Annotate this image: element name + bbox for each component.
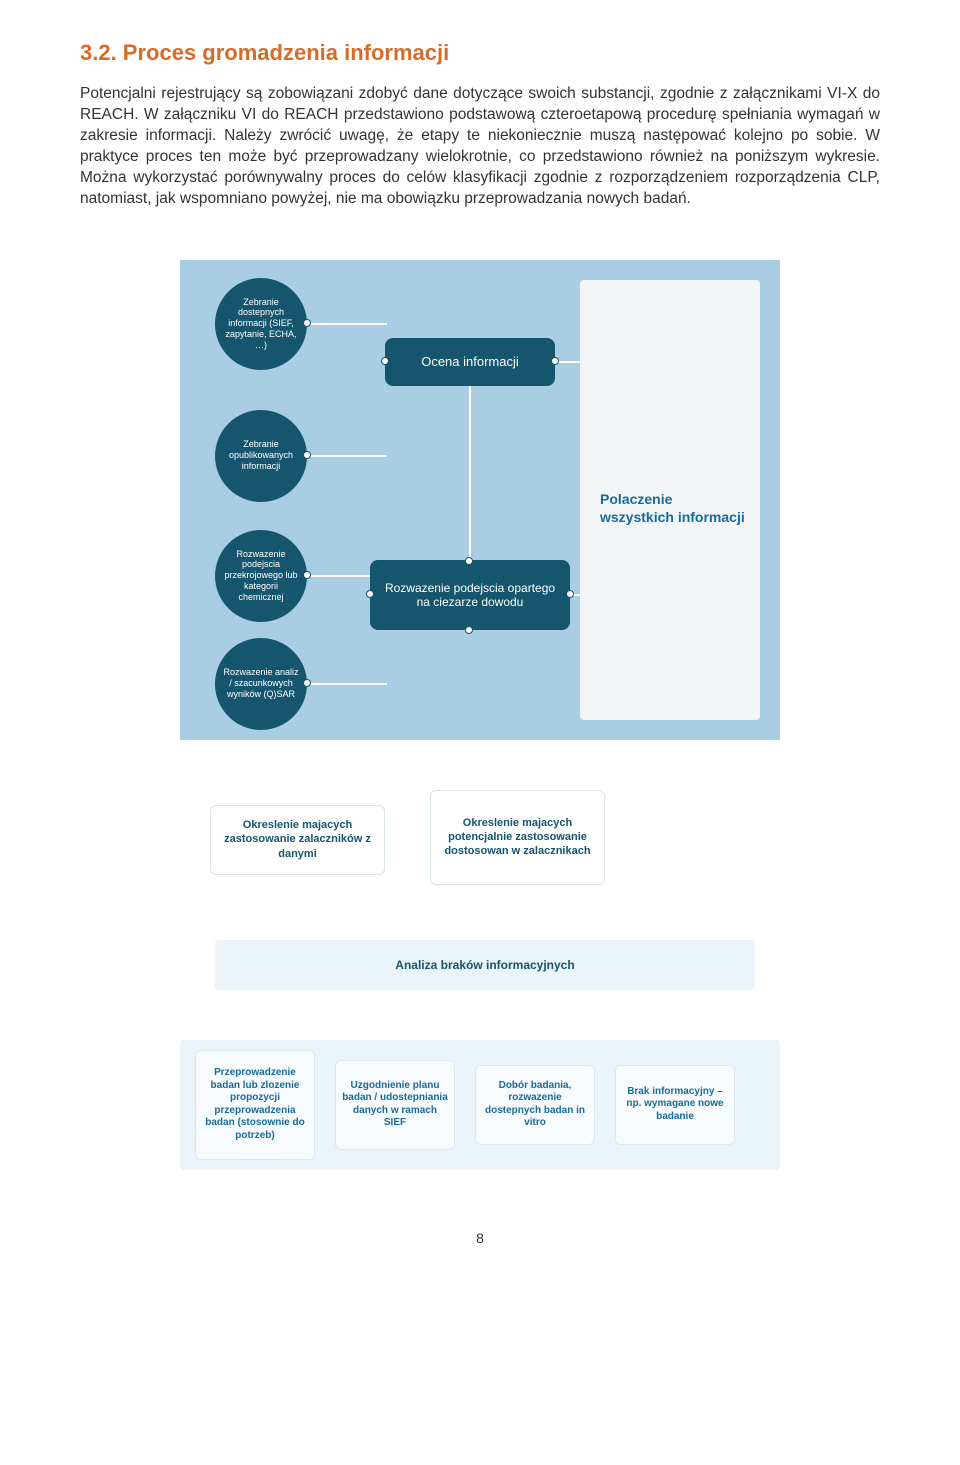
section-heading: 3.2. Proces gromadzenia informacji [80, 40, 880, 66]
connector [469, 386, 471, 561]
node-ocena-informacji: Ocena informacji [385, 338, 555, 386]
connector-dot [303, 571, 311, 579]
node-label: Zebranie opublikowanych informacji [221, 439, 301, 471]
connector-dot [465, 557, 473, 565]
connector-dot [465, 626, 473, 634]
connector-dot [551, 357, 559, 365]
connector [307, 455, 387, 457]
connector-dot [303, 319, 311, 327]
page-number: 8 [80, 1230, 880, 1246]
node-label: Przeprowadzenie badan lub zlozenie propo… [202, 1067, 308, 1142]
node-dobor-badania: Dobór badania, rozwazenie dostepnych bad… [475, 1065, 595, 1145]
node-rozwazenie-analiz: Rozwazenie analiz / szacunkowych wyników… [215, 638, 307, 730]
node-analiza-brakow: Analiza braków informacyjnych [215, 940, 755, 990]
node-label: Brak informacyjny – np. wymagane nowe ba… [622, 1086, 728, 1124]
node-label: Rozwazenie podejscia przekrojowego lub k… [221, 549, 301, 603]
node-okreslenie-dostosowan: Okreslenie majacych potencjalnie zastoso… [430, 790, 605, 885]
node-label: Zebranie dostepnych informacji (SIEF, za… [221, 297, 301, 351]
node-przeprowadzenie-badan: Przeprowadzenie badan lub zlozenie propo… [195, 1050, 315, 1160]
node-label: Okreslenie majacych potencjalnie zastoso… [439, 816, 596, 859]
node-label: Dobór badania, rozwazenie dostepnych bad… [482, 1080, 588, 1130]
node-brak-informacyjny: Brak informacyjny – np. wymagane nowe ba… [615, 1065, 735, 1145]
connector-dot [303, 451, 311, 459]
node-zebranie-dostepnych: Zebranie dostepnych informacji (SIEF, za… [215, 278, 307, 370]
node-label: Okreslenie majacych zastosowanie zalaczn… [219, 818, 376, 861]
flowchart: Zebranie dostepnych informacji (SIEF, za… [160, 260, 800, 1190]
node-label: Ocena informacji [421, 354, 519, 369]
node-uzgodnienie-planu: Uzgodnienie planu badan / udostepniania … [335, 1060, 455, 1150]
node-rozwazenie-ciezar: Rozwazenie podejscia opartego na ciezarz… [370, 560, 570, 630]
connector [307, 683, 387, 685]
node-label: Rozwazenie podejscia opartego na ciezarz… [384, 581, 556, 609]
diagram-container: Zebranie dostepnych informacji (SIEF, za… [80, 260, 880, 1190]
connector [307, 323, 387, 325]
connector-dot [366, 590, 374, 598]
node-zebranie-opublikowanych: Zebranie opublikowanych informacji [215, 410, 307, 502]
section-paragraph: Potencjalni rejestrujący są zobowiązani … [80, 84, 880, 210]
node-okreslenie-zalacznikow: Okreslenie majacych zastosowanie zalaczn… [210, 805, 385, 875]
label-polaczenie: Polaczenie wszystkich informacji [600, 490, 750, 526]
connector-dot [566, 590, 574, 598]
node-label: Uzgodnienie planu badan / udostepniania … [342, 1080, 448, 1130]
node-label: Rozwazenie analiz / szacunkowych wyników… [221, 667, 301, 699]
connector-dot [381, 357, 389, 365]
node-label: Analiza braków informacyjnych [395, 958, 574, 972]
connector-dot [303, 679, 311, 687]
connector [555, 361, 585, 363]
connector [307, 575, 372, 577]
node-rozwazenie-podejscia: Rozwazenie podejscia przekrojowego lub k… [215, 530, 307, 622]
